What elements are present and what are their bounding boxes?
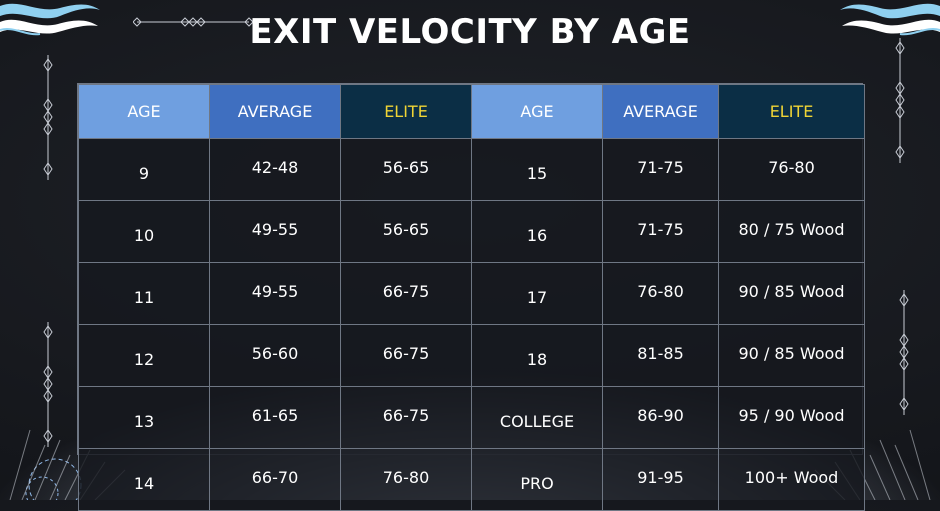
table-cell-elite: 100+ Wood: [718, 448, 865, 511]
table-cell-age: 9: [78, 138, 210, 201]
table-cell-average: 61-65: [209, 386, 341, 449]
table-cell-average: 49-55: [209, 200, 341, 263]
table-cell-average: 86-90: [602, 386, 719, 449]
diamond-chain-icon: [899, 290, 909, 415]
exit-velocity-table: AGE AVERAGE ELITE AGE AVERAGE ELITE 9 42…: [77, 83, 865, 511]
diamond-line-icon: [133, 17, 253, 27]
table-row: 12 56-60 66-75 18 81-85 90 / 85 Wood: [78, 324, 865, 387]
page-title: EXIT VELOCITY BY AGE: [249, 12, 691, 52]
table-cell-average: 71-75: [602, 200, 719, 263]
table-cell-elite: 56-65: [340, 138, 472, 201]
wave-ornament-icon: [840, 3, 940, 36]
table-cell-age: COLLEGE: [471, 386, 603, 449]
table-row: 11 49-55 66-75 17 76-80 90 / 85 Wood: [78, 262, 865, 325]
diamond-chain-icon: [43, 55, 53, 180]
table-cell-elite: 66-75: [340, 386, 472, 449]
table-cell-elite: 66-75: [340, 324, 472, 387]
table-row: 9 42-48 56-65 15 71-75 76-80: [78, 138, 865, 201]
column-header-elite: ELITE: [340, 84, 472, 139]
table-row: 14 66-70 76-80 PRO 91-95 100+ Wood: [78, 448, 865, 511]
table-cell-average: 91-95: [602, 448, 719, 511]
table-cell-age: PRO: [471, 448, 603, 511]
table-cell-average: 56-60: [209, 324, 341, 387]
table-cell-age: 15: [471, 138, 603, 201]
page: EXIT VELOCITY BY AGE AGE AVERAGE ELITE A…: [0, 3, 940, 511]
diamond-chain-icon: [43, 322, 53, 447]
table-row: 10 49-55 56-65 16 71-75 80 / 75 Wood: [78, 200, 865, 263]
table-cell-elite: 80 / 75 Wood: [718, 200, 865, 263]
column-header-age: AGE: [471, 84, 603, 139]
table-cell-age: 12: [78, 324, 210, 387]
table-cell-average: 42-48: [209, 138, 341, 201]
wave-ornament-icon: [0, 3, 100, 36]
table-cell-average: 71-75: [602, 138, 719, 201]
data-table: AGE AVERAGE ELITE AGE AVERAGE ELITE 9 42…: [78, 84, 865, 511]
table-cell-average: 66-70: [209, 448, 341, 511]
table-cell-elite: 66-75: [340, 262, 472, 325]
table-cell-age: 18: [471, 324, 603, 387]
table-cell-elite: 76-80: [340, 448, 472, 511]
column-header-average: AVERAGE: [209, 84, 341, 139]
table-cell-elite: 76-80: [718, 138, 865, 201]
table-header-row: AGE AVERAGE ELITE AGE AVERAGE ELITE: [78, 84, 865, 139]
table-row: 13 61-65 66-75 COLLEGE 86-90 95 / 90 Woo…: [78, 386, 865, 449]
table-cell-elite: 90 / 85 Wood: [718, 262, 865, 325]
table-cell-average: 81-85: [602, 324, 719, 387]
table-cell-average: 76-80: [602, 262, 719, 325]
column-header-age: AGE: [78, 84, 210, 139]
table-cell-age: 10: [78, 200, 210, 263]
table-cell-elite: 56-65: [340, 200, 472, 263]
table-cell-age: 11: [78, 262, 210, 325]
diamond-chain-icon: [895, 38, 905, 163]
table-cell-age: 16: [471, 200, 603, 263]
table-cell-elite: 95 / 90 Wood: [718, 386, 865, 449]
table-cell-average: 49-55: [209, 262, 341, 325]
column-header-average: AVERAGE: [602, 84, 719, 139]
table-cell-age: 17: [471, 262, 603, 325]
table-cell-elite: 90 / 85 Wood: [718, 324, 865, 387]
column-header-elite: ELITE: [718, 84, 865, 139]
table-cell-age: 13: [78, 386, 210, 449]
table-cell-age: 14: [78, 448, 210, 511]
